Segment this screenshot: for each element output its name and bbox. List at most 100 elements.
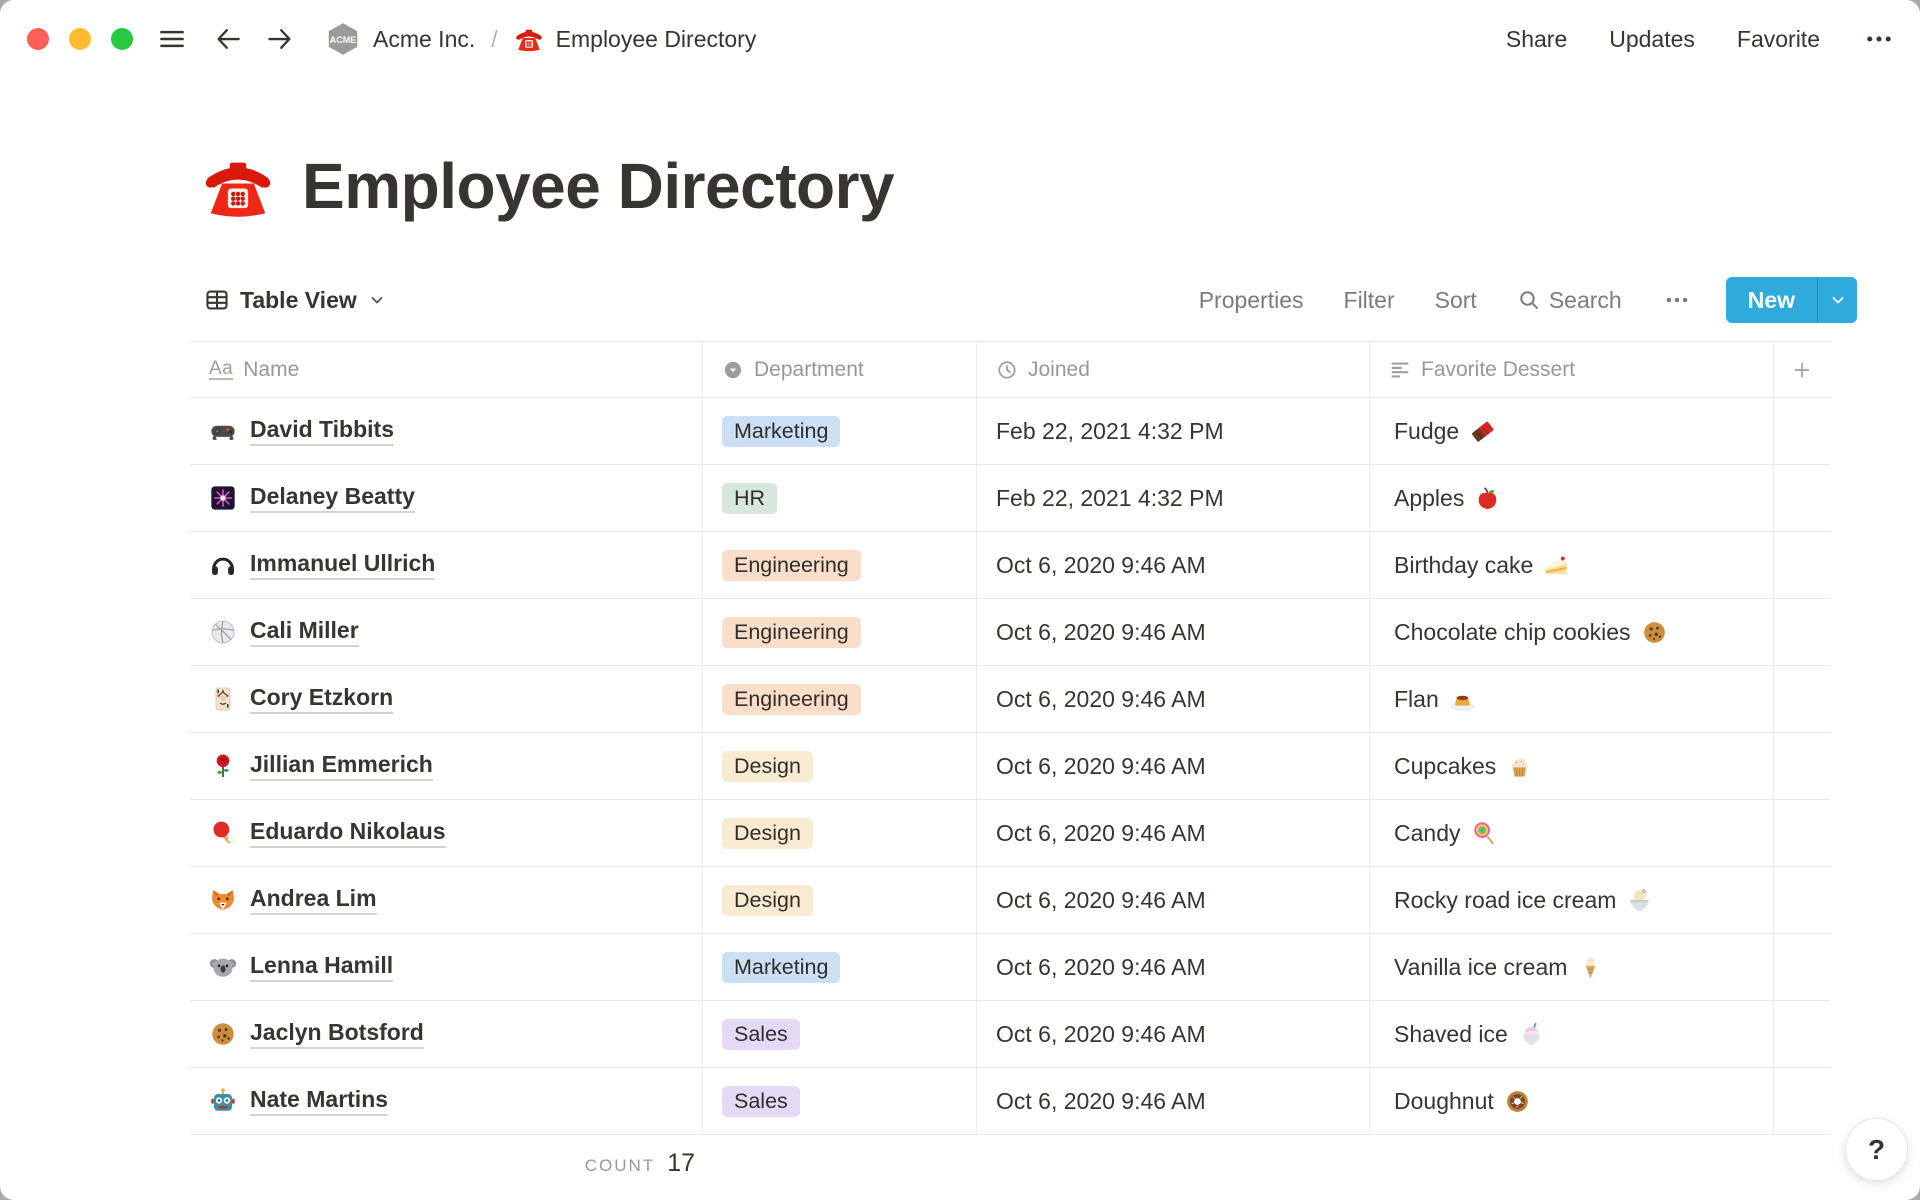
joined-cell[interactable]: Oct 6, 2020 9:46 AM xyxy=(977,733,1370,799)
joined-cell[interactable]: Feb 22, 2021 4:32 PM xyxy=(977,398,1370,464)
dessert-text: Cupcakes xyxy=(1394,752,1497,779)
forward-arrow-icon[interactable] xyxy=(265,24,295,54)
search-button[interactable]: Search xyxy=(1517,287,1622,314)
sidebar-menu-icon[interactable] xyxy=(157,24,187,54)
breadcrumb-workspace[interactable]: Acme Inc. xyxy=(373,25,476,52)
dessert-cell[interactable]: Candy xyxy=(1370,800,1774,866)
table-view-switcher[interactable]: Table View xyxy=(204,287,387,314)
department-cell[interactable]: Marketing xyxy=(703,934,977,1000)
joined-cell[interactable]: Oct 6, 2020 9:46 AM xyxy=(977,532,1370,598)
acme-workspace-logo[interactable]: ACME xyxy=(325,21,361,57)
department-cell[interactable]: Marketing xyxy=(703,398,977,464)
name-cell[interactable]: Nate Martins xyxy=(190,1068,703,1134)
person-name-link[interactable]: Eduardo Nikolaus xyxy=(250,818,446,848)
row-trailing-cell xyxy=(1774,1001,1830,1067)
column-header-favorite-dessert[interactable]: Favorite Dessert xyxy=(1370,342,1774,397)
sort-button[interactable]: Sort xyxy=(1434,286,1477,313)
more-options-icon[interactable] xyxy=(1862,22,1896,56)
department-tag: Marketing xyxy=(722,415,841,447)
joined-cell[interactable]: Oct 6, 2020 9:46 AM xyxy=(977,1068,1370,1134)
person-name-link[interactable]: Delaney Beatty xyxy=(250,483,415,513)
name-cell[interactable]: David Tibbits xyxy=(190,398,703,464)
properties-button[interactable]: Properties xyxy=(1198,286,1304,313)
dessert-cell[interactable]: Doughnut xyxy=(1370,1068,1774,1134)
department-cell[interactable]: Engineering xyxy=(703,532,977,598)
person-name-link[interactable]: David Tibbits xyxy=(250,416,394,446)
department-tag: Design xyxy=(722,817,813,849)
person-name-link[interactable]: Cali Miller xyxy=(250,617,359,647)
close-window-button[interactable] xyxy=(27,28,49,50)
dessert-cell[interactable]: Shaved ice xyxy=(1370,1001,1774,1067)
dessert-text: Apples xyxy=(1394,484,1465,511)
dessert-cell[interactable]: Flan xyxy=(1370,666,1774,732)
page-title[interactable]: Employee Directory xyxy=(302,150,895,222)
department-cell[interactable]: Engineering xyxy=(703,599,977,665)
person-name-link[interactable]: Andrea Lim xyxy=(250,885,377,915)
joined-cell[interactable]: Oct 6, 2020 9:46 AM xyxy=(977,800,1370,866)
joined-cell[interactable]: Oct 6, 2020 9:46 AM xyxy=(977,934,1370,1000)
name-cell[interactable]: Cory Etzkorn xyxy=(190,666,703,732)
department-tag: Design xyxy=(722,884,813,916)
department-cell[interactable]: Sales xyxy=(703,1068,977,1134)
new-button-dropdown-icon[interactable] xyxy=(1817,277,1857,323)
person-name-link[interactable]: Lenna Hamill xyxy=(250,952,394,982)
person-name-link[interactable]: Immanuel Ullrich xyxy=(250,550,436,580)
add-column-button[interactable] xyxy=(1774,342,1830,397)
share-button[interactable]: Share xyxy=(1505,25,1568,52)
dessert-cell[interactable]: Rocky road ice cream xyxy=(1370,867,1774,933)
joined-cell[interactable]: Oct 6, 2020 9:46 AM xyxy=(977,867,1370,933)
column-header-name[interactable]: Aa Name xyxy=(190,342,703,397)
name-cell[interactable]: Jaclyn Botsford xyxy=(190,1001,703,1067)
department-cell[interactable]: Engineering xyxy=(703,666,977,732)
dessert-cell[interactable]: Apples xyxy=(1370,465,1774,531)
person-name-link[interactable]: Nate Martins xyxy=(250,1086,389,1116)
name-cell[interactable]: Eduardo Nikolaus xyxy=(190,800,703,866)
department-cell[interactable]: Design xyxy=(703,800,977,866)
joined-cell[interactable]: Oct 6, 2020 9:46 AM xyxy=(977,599,1370,665)
new-button-label[interactable]: New xyxy=(1747,286,1795,313)
person-name-link[interactable]: Jaclyn Botsford xyxy=(250,1019,424,1049)
table-row: Nate Martins Sales Oct 6, 2020 9:46 AM D… xyxy=(190,1068,1830,1135)
rose-icon xyxy=(209,752,237,780)
breadcrumb-page[interactable]: Employee Directory xyxy=(555,25,757,52)
department-cell[interactable]: Sales xyxy=(703,1001,977,1067)
department-cell[interactable]: Design xyxy=(703,867,977,933)
back-arrow-icon[interactable] xyxy=(213,24,243,54)
column-header-department[interactable]: Department xyxy=(703,342,977,397)
name-cell[interactable]: Cali Miller xyxy=(190,599,703,665)
joined-cell[interactable]: Oct 6, 2020 9:46 AM xyxy=(977,666,1370,732)
person-name-link[interactable]: Jillian Emmerich xyxy=(250,751,433,781)
person-name-link[interactable]: Cory Etzkorn xyxy=(250,684,394,714)
page-icon-red-telephone[interactable] xyxy=(200,148,276,224)
soft-serve-icon xyxy=(1577,954,1604,981)
name-cell[interactable]: Andrea Lim xyxy=(190,867,703,933)
dessert-cell[interactable]: Chocolate chip cookies xyxy=(1370,599,1774,665)
name-cell[interactable]: Immanuel Ullrich xyxy=(190,532,703,598)
doughnut-icon xyxy=(1504,1088,1531,1115)
view-more-options-icon[interactable] xyxy=(1662,285,1692,315)
name-cell[interactable]: Jillian Emmerich xyxy=(190,733,703,799)
zoom-window-button[interactable] xyxy=(111,28,133,50)
dessert-cell[interactable]: Birthday cake xyxy=(1370,532,1774,598)
dessert-cell[interactable]: Fudge xyxy=(1370,398,1774,464)
window-controls xyxy=(27,28,133,50)
name-cell[interactable]: Delaney Beatty xyxy=(190,465,703,531)
joined-cell[interactable]: Oct 6, 2020 9:46 AM xyxy=(977,1001,1370,1067)
minimize-window-button[interactable] xyxy=(69,28,91,50)
dessert-cell[interactable]: Cupcakes xyxy=(1370,733,1774,799)
dessert-cell[interactable]: Vanilla ice cream xyxy=(1370,934,1774,1000)
new-button[interactable]: New xyxy=(1725,277,1857,323)
help-button[interactable]: ? xyxy=(1845,1118,1908,1181)
dessert-text: Fudge xyxy=(1394,417,1460,444)
count-aggregate[interactable]: COUNT 17 xyxy=(190,1149,703,1178)
favorite-button[interactable]: Favorite xyxy=(1736,25,1820,52)
department-cell[interactable]: HR xyxy=(703,465,977,531)
joined-cell[interactable]: Feb 22, 2021 4:32 PM xyxy=(977,465,1370,531)
updates-button[interactable]: Updates xyxy=(1609,25,1695,52)
search-icon xyxy=(1517,288,1541,312)
name-cell[interactable]: Lenna Hamill xyxy=(190,934,703,1000)
table-row: Jaclyn Botsford Sales Oct 6, 2020 9:46 A… xyxy=(190,1001,1830,1068)
department-cell[interactable]: Design xyxy=(703,733,977,799)
filter-button[interactable]: Filter xyxy=(1343,286,1395,313)
column-header-joined[interactable]: Joined xyxy=(977,342,1370,397)
